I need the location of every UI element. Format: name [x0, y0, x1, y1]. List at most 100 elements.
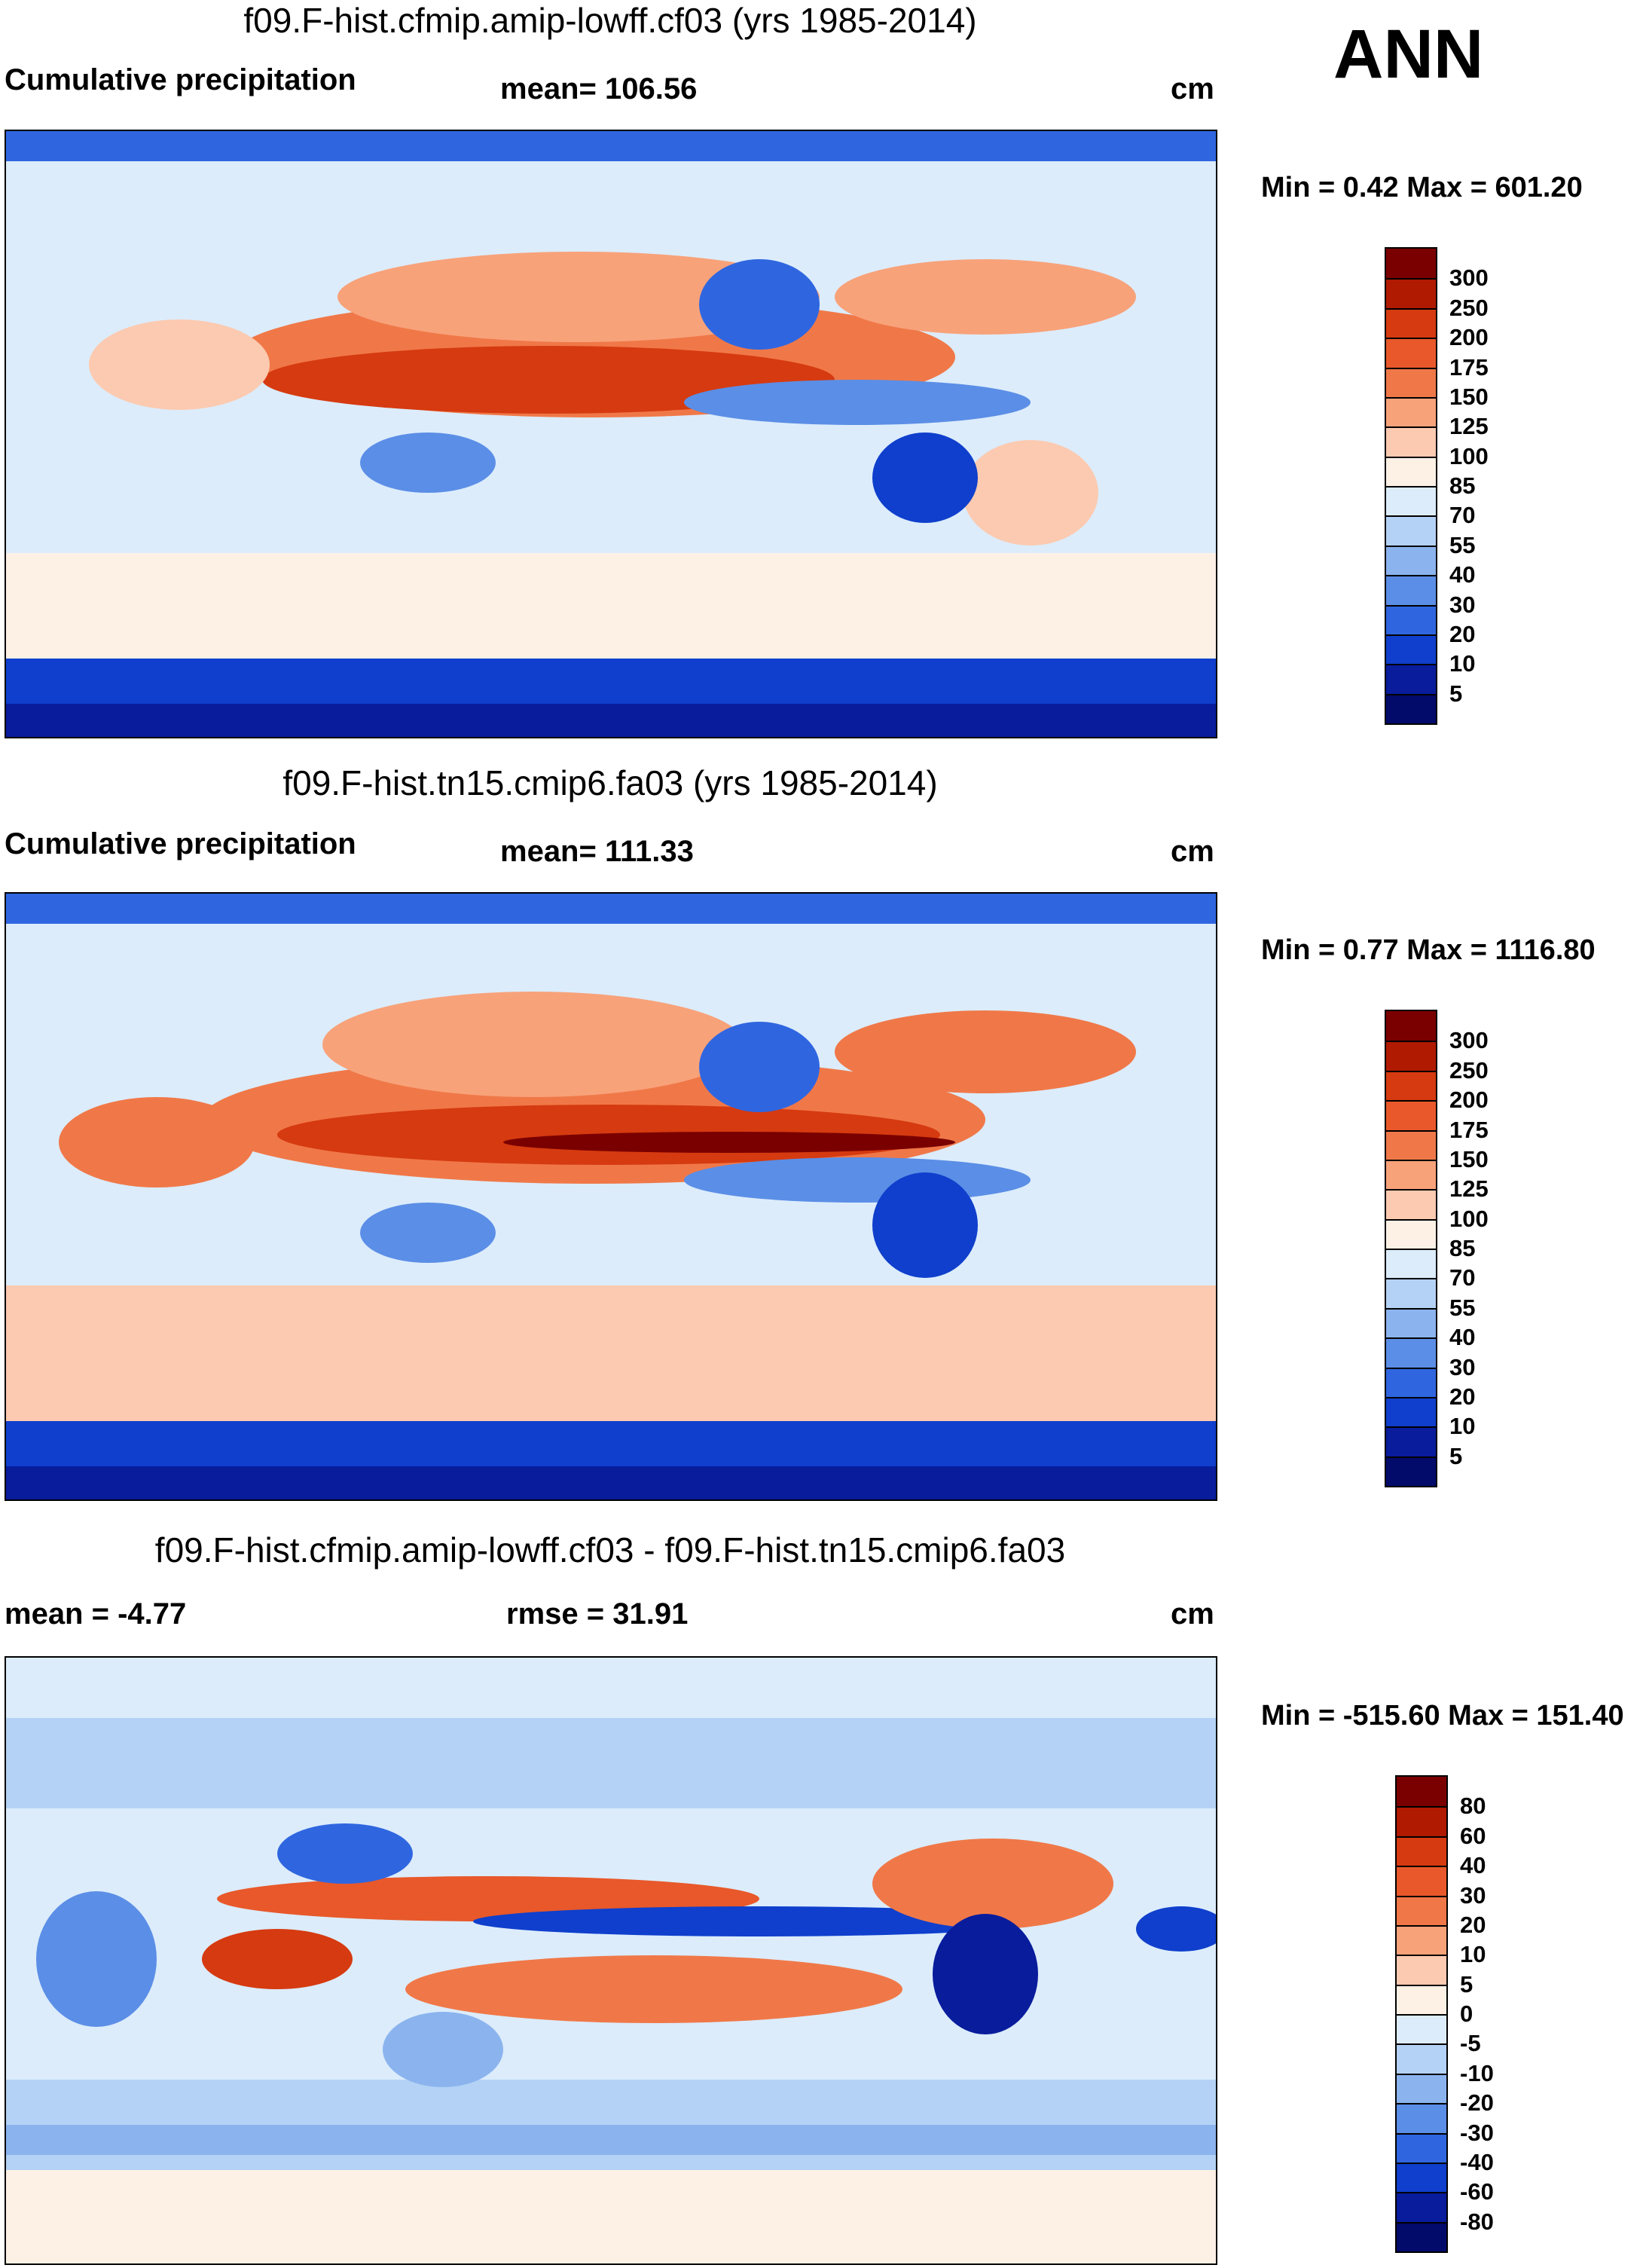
colorbar-label: 30 [1460, 1881, 1486, 1909]
colorbar-segment [1386, 693, 1436, 723]
colorbar-segment [1397, 2192, 1446, 2222]
colorbar-label: 30 [1449, 1353, 1476, 1380]
colorbar-segment [1397, 2014, 1446, 2044]
colorbar-label: 100 [1449, 1205, 1489, 1232]
colorbar-label: 300 [1449, 264, 1489, 292]
colorbar-segment [1397, 1955, 1446, 1985]
colorbar-segment [1386, 1396, 1436, 1427]
colorbar-label: 300 [1449, 1027, 1489, 1054]
colorbar-segment [1386, 426, 1436, 457]
colorbar-label: 40 [1449, 561, 1476, 588]
colorbar-segment [1386, 307, 1436, 338]
colorbar-segment [1397, 2043, 1446, 2074]
colorbar-segment [1386, 1367, 1436, 1397]
colorbar-segment [1386, 1249, 1436, 1279]
panel-3-colorbar [1395, 1775, 1448, 2253]
colorbar-segment [1386, 367, 1436, 397]
colorbar-label: 10 [1449, 1413, 1476, 1440]
colorbar-label: 40 [1449, 1324, 1476, 1351]
colorbar-segment [1386, 1189, 1436, 1219]
panel-1-colorbar [1385, 247, 1437, 725]
colorbar-label: 30 [1449, 591, 1476, 618]
colorbar-label: -30 [1460, 2119, 1494, 2146]
colorbar-segment [1397, 2073, 1446, 2104]
colorbar-segment [1386, 278, 1436, 308]
panel-1-left-label: Cumulative precipitation [5, 63, 356, 96]
colorbar-label: 70 [1449, 502, 1476, 529]
panel-2-left-label: Cumulative precipitation [5, 827, 356, 860]
colorbar-label: 20 [1449, 620, 1476, 647]
colorbar-segment [1386, 604, 1436, 634]
colorbar-segment [1386, 634, 1436, 665]
colorbar-segment [1397, 1895, 1446, 1925]
colorbar-label: -40 [1460, 2148, 1494, 2175]
colorbar-label: 10 [1460, 1941, 1486, 1968]
colorbar-segment [1386, 545, 1436, 576]
colorbar-segment [1386, 1218, 1436, 1249]
colorbar-segment [1386, 1426, 1436, 1456]
colorbar-segment [1386, 1129, 1436, 1160]
panel-3-minmax: Min = -515.60 Max = 151.40 [1261, 1700, 1624, 1732]
colorbar-segment [1397, 1777, 1446, 1807]
colorbar-label: 60 [1460, 1822, 1486, 1849]
colorbar-segment [1397, 1984, 1446, 2014]
colorbar-label: 250 [1449, 294, 1489, 321]
colorbar-segment [1386, 1011, 1436, 1041]
panel-1-title: f09.F-hist.cfmip.amip-lowff.cf03 (yrs 19… [243, 1, 977, 40]
panel-3-map [5, 1656, 1217, 2265]
colorbar-label: -10 [1460, 2059, 1494, 2086]
colorbar-segment [1386, 486, 1436, 516]
colorbar-segment [1397, 2162, 1446, 2193]
colorbar-segment [1386, 515, 1436, 546]
colorbar-segment [1386, 1337, 1436, 1368]
colorbar-segment [1397, 1866, 1446, 1896]
colorbar-label: 85 [1449, 472, 1476, 499]
colorbar-label: 175 [1449, 1116, 1489, 1143]
panel-1-units: cm [1171, 72, 1214, 105]
colorbar-segment [1397, 2132, 1446, 2163]
panel-3-center-label: rmse = 31.91 [506, 1597, 689, 1631]
colorbar-segment [1386, 1100, 1436, 1130]
colorbar-segment [1386, 1278, 1436, 1308]
colorbar-segment [1386, 1041, 1436, 1071]
panel-1-center-label: mean= 106.56 [500, 72, 698, 105]
colorbar-label: 200 [1449, 1087, 1489, 1114]
colorbar-label: 150 [1449, 1145, 1489, 1172]
panel-1-minmax: Min = 0.42 Max = 601.20 [1261, 172, 1583, 203]
panel-2-units: cm [1171, 835, 1214, 868]
panel-2-map [5, 892, 1217, 1501]
colorbar-label: 40 [1460, 1852, 1486, 1879]
colorbar-segment [1397, 1835, 1446, 1866]
colorbar-segment [1386, 456, 1436, 486]
colorbar-label: 80 [1460, 1793, 1486, 1820]
colorbar-label: 70 [1449, 1264, 1476, 1291]
colorbar-segment [1386, 575, 1436, 605]
colorbar-label: 0 [1460, 2001, 1474, 2027]
colorbar-label: 5 [1460, 1970, 1474, 1997]
colorbar-label: 150 [1449, 383, 1489, 410]
colorbar-label: 100 [1449, 442, 1489, 469]
colorbar-label: 250 [1449, 1056, 1489, 1084]
colorbar-segment [1386, 1456, 1436, 1486]
colorbar-label: 125 [1449, 413, 1489, 440]
panel-3-left-label: mean = -4.77 [5, 1597, 187, 1631]
season-label: ANN [1333, 16, 1484, 93]
colorbar-segment [1397, 1924, 1446, 1955]
colorbar-segment [1386, 1070, 1436, 1101]
colorbar-label: -20 [1460, 2089, 1494, 2117]
colorbar-label: 55 [1449, 1294, 1476, 1321]
colorbar-label: 10 [1449, 650, 1476, 677]
colorbar-label: -60 [1460, 2178, 1494, 2205]
colorbar-segment [1386, 249, 1436, 279]
colorbar-label: 175 [1449, 353, 1489, 381]
colorbar-label: 20 [1449, 1383, 1476, 1410]
panel-2-center-label: mean= 111.33 [500, 835, 694, 868]
panel-1-map-field [6, 131, 1216, 737]
colorbar-label: 20 [1460, 1911, 1486, 1938]
colorbar-segment [1386, 664, 1436, 694]
colorbar-label: -80 [1460, 2208, 1494, 2235]
panel-2-map-field [6, 894, 1216, 1499]
colorbar-segment [1386, 338, 1436, 368]
panel-3-map-field [6, 1658, 1216, 2263]
colorbar-label: -5 [1460, 2030, 1481, 2057]
